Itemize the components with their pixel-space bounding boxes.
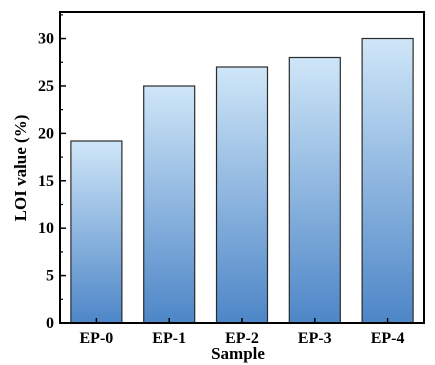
x-tick-label: EP-3: [298, 330, 332, 347]
y-tick-label: 25: [38, 78, 54, 95]
x-axis-title: Sample: [211, 344, 265, 363]
y-tick-label: 5: [46, 268, 54, 285]
x-tick-label: EP-0: [80, 330, 114, 347]
x-tick-label: EP-4: [371, 330, 405, 347]
y-tick-label: 0: [46, 315, 54, 332]
y-tick-label: 15: [38, 173, 54, 190]
bar-ep-3: [288, 56, 341, 324]
x-tick-label: EP-2: [225, 330, 259, 347]
y-tick-label: 30: [38, 31, 54, 48]
y-axis-title: LOI value (%): [11, 115, 30, 222]
y-tick-label: 20: [38, 125, 54, 142]
labels-layer: Sample LOI value (%): [11, 115, 265, 363]
bar-ep-2: [215, 66, 269, 324]
y-tick-label: 10: [38, 220, 54, 237]
bar-ep-0: [70, 140, 123, 324]
bar-ep-4: [361, 37, 414, 324]
bar-ep-1: [143, 85, 196, 324]
x-tick-label: EP-1: [152, 330, 186, 347]
axes-layer: EP-0 EP-1 EP-2 EP-3 EP-4 0 5 10 15 20 25 30: [38, 11, 425, 347]
bars-layer: [70, 37, 414, 324]
